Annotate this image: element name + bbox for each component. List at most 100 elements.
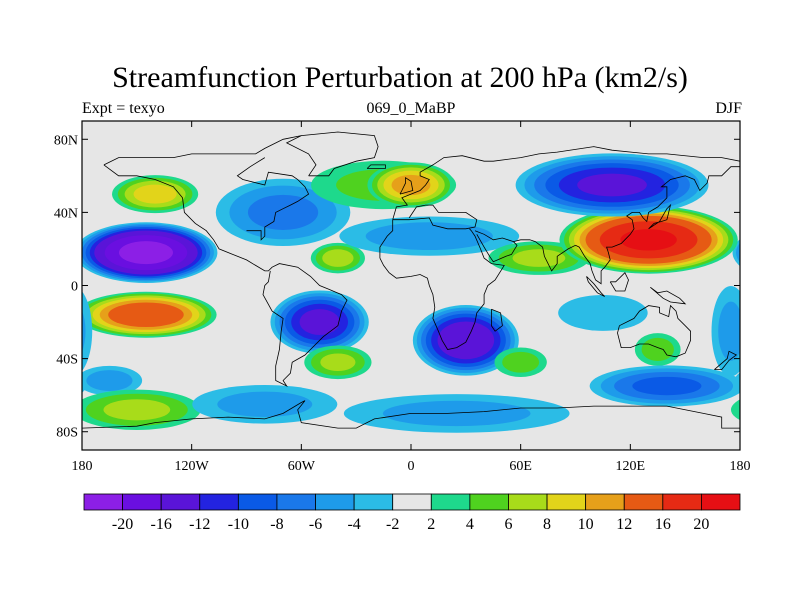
- colorbar-level-label: 10: [578, 516, 594, 533]
- colorbar-swatch: [585, 493, 625, 511]
- contour-region-wrap-22-0: [82, 291, 93, 371]
- colorbar-level-label: 2: [427, 516, 435, 533]
- season-label: DJF: [715, 100, 742, 117]
- contour-region-9-1: [217, 391, 313, 417]
- contour-region-15-2: [512, 249, 566, 267]
- colorbar-swatch: [353, 493, 394, 511]
- coastline-segment-3: [285, 131, 379, 177]
- contour-region-19-3: [632, 376, 702, 396]
- coastline-segment-8: [491, 308, 503, 332]
- contour-region-6-2: [322, 249, 354, 267]
- x-tick-label: 60E: [509, 459, 532, 474]
- colorbar-swatch: [508, 493, 548, 511]
- colorbar-swatch: [662, 493, 702, 511]
- x-tick-label: 60W: [288, 459, 316, 474]
- contour-region-12-1: [365, 222, 493, 251]
- colorbar-level-label: -4: [347, 516, 360, 533]
- y-tick-label: 80N: [54, 133, 78, 148]
- colorbar-level-label: -16: [151, 516, 172, 533]
- contour-region-18-1: [641, 337, 674, 362]
- colorbar-level-label: 4: [466, 516, 474, 533]
- coastline-segment-5: [392, 204, 478, 230]
- contour-region-wrap-0-1: [736, 242, 740, 263]
- colorbar-level-label: -6: [309, 516, 322, 533]
- colorbar-level-label: 6: [504, 516, 512, 533]
- chart-title: Streamfunction Perturbation at 200 hPa (…: [112, 61, 688, 94]
- coastline-segment-0: [103, 135, 302, 166]
- y-tick-label: 40N: [54, 206, 78, 221]
- x-tick-label: 180: [72, 459, 93, 474]
- colorbar-swatch: [430, 493, 471, 511]
- coastline-segment-10: [513, 166, 740, 285]
- contour-region-wrap-3-0: [734, 372, 740, 389]
- y-tick-label: 0: [71, 280, 78, 295]
- colorbar-swatch: [83, 493, 123, 511]
- colorbar-level-label: 20: [693, 516, 709, 533]
- colorbar-level-label: 12: [616, 516, 632, 533]
- y-tick-label: 40S: [56, 353, 78, 368]
- colorbar-swatch: [701, 493, 741, 511]
- contour-region-wrap-0-0: [732, 239, 740, 267]
- colorbar-swatch: [315, 493, 355, 511]
- contour-region-7-5: [299, 309, 340, 335]
- contour-region-22-1: [718, 301, 740, 361]
- coastline-segment-12: [714, 350, 738, 370]
- contour-fill-layer: [82, 153, 740, 433]
- colorbar-level-label: -2: [386, 516, 399, 533]
- colorbar-level-label: -8: [270, 516, 283, 533]
- contour-region-wrap-0-2: [739, 250, 740, 256]
- contour-region-3-1: [86, 370, 133, 391]
- colorbar-level-label: 16: [655, 516, 671, 533]
- colorbar: -20 -16 -12 -10 -8 -6 -4 -2 2 4 6 8 10 12 16 20: [83, 493, 741, 533]
- colorbar-level-label: 8: [543, 516, 551, 533]
- run-id-label: 069_0_MaBP: [366, 100, 456, 117]
- contour-region-8-2: [320, 353, 356, 372]
- contour-region-21-1: [382, 400, 531, 427]
- colorbar-swatch: [469, 493, 509, 511]
- coastline-segment-15: [609, 272, 629, 292]
- coastline-segment-9: [474, 230, 518, 263]
- colorbar-level-label: -12: [189, 516, 210, 533]
- contour-region-wrap-1-0: [733, 305, 740, 325]
- x-tick-label: 0: [408, 459, 415, 474]
- contour-region-4-2: [103, 399, 171, 421]
- contour-region-1-5: [108, 302, 184, 328]
- contour-region-wrap-19-0: [82, 379, 87, 393]
- colorbar-swatch: [160, 493, 201, 511]
- coastline-segment-4: [392, 146, 740, 220]
- x-tick-label: 120W: [175, 459, 210, 474]
- coastline-segment-2: [236, 157, 310, 241]
- contour-region-wrap-22-1: [82, 310, 86, 352]
- contour-region-0-7: [118, 241, 173, 265]
- coastline-segment-14: [586, 276, 605, 297]
- coastline-segment-6: [379, 219, 394, 259]
- y-tick-label: 80S: [56, 426, 78, 441]
- contour-region-5-2: [247, 194, 319, 230]
- colorbar-swatch: [392, 493, 432, 511]
- coastline-segment-13: [648, 203, 672, 230]
- coastline-segment-1: [103, 164, 348, 388]
- x-tick-label: 120E: [616, 459, 646, 474]
- coastline-segment-7: [379, 228, 505, 350]
- contour-region-2-3: [133, 184, 177, 204]
- colorbar-swatch: [237, 493, 278, 511]
- colorbar-swatch: [276, 493, 316, 511]
- contour-region-wrap-1-1: [738, 310, 740, 320]
- coastline-segment-19: [82, 400, 740, 429]
- contour-region-16-7: [620, 229, 677, 251]
- contour-region-20-0: [558, 295, 648, 331]
- contour-region-13-5: [437, 321, 495, 360]
- colorbar-swatch: [199, 493, 239, 511]
- colorbar-swatch: [122, 493, 162, 511]
- axis-layer: 180 120W 60W 0 60E 120E 180 80N 40N 0 40S 80S: [54, 121, 751, 474]
- colorbar-level-label: -10: [228, 516, 249, 533]
- experiment-label: Expt = texyo: [82, 100, 165, 117]
- x-tick-label: 180: [730, 459, 751, 474]
- contour-region-wrap-4-0: [730, 399, 740, 421]
- coastline-segment-17: [399, 176, 414, 195]
- colorbar-swatch: [546, 493, 587, 511]
- contour-region-17-5: [577, 173, 647, 197]
- colorbar-swatch: [623, 493, 664, 511]
- coastline-layer: [82, 131, 740, 429]
